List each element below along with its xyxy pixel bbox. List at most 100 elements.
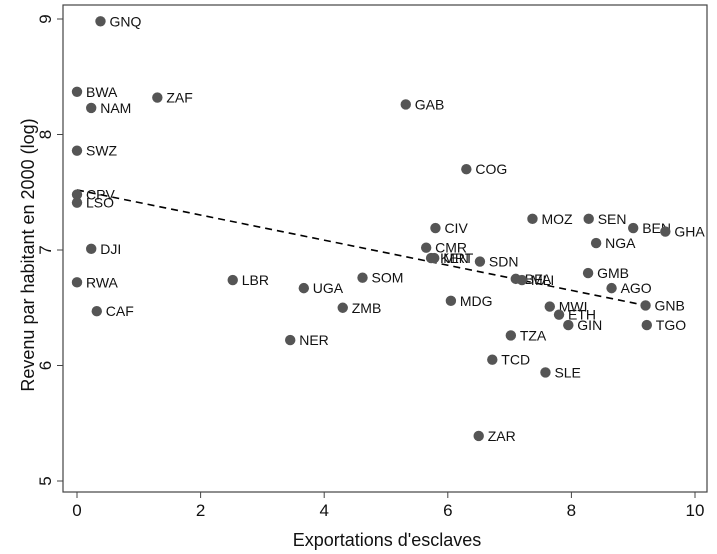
data-point-label: GIN bbox=[577, 317, 602, 333]
data-point bbox=[544, 301, 555, 312]
data-point bbox=[527, 213, 538, 225]
data-point-label: ETH bbox=[568, 307, 596, 323]
data-point bbox=[505, 330, 517, 341]
data-point-label: MWI bbox=[559, 299, 588, 315]
x-tick-label: 6 bbox=[443, 501, 452, 520]
data-point-label: GNB bbox=[655, 297, 685, 313]
x-tick-label: 0 bbox=[72, 501, 81, 520]
data-point bbox=[71, 189, 83, 200]
data-point bbox=[641, 319, 652, 331]
data-point-label: MOZ bbox=[541, 211, 573, 227]
x-tick-label: 4 bbox=[319, 501, 328, 520]
data-point-label: GNQ bbox=[109, 13, 141, 29]
data-point-label: LBR bbox=[242, 272, 269, 288]
data-point bbox=[357, 272, 368, 283]
plot-frame bbox=[62, 4, 708, 493]
data-point-label: SWZ bbox=[86, 143, 118, 159]
y-axis: 5 6 7 8 9 bbox=[36, 14, 63, 486]
data-point bbox=[429, 252, 440, 264]
data-point bbox=[285, 334, 296, 346]
y-tick-label: 5 bbox=[36, 476, 55, 485]
data-point bbox=[95, 16, 106, 27]
data-point bbox=[606, 282, 617, 294]
data-point-label: ZAF bbox=[166, 90, 192, 106]
data-point-label: TCD bbox=[501, 352, 530, 368]
data-point-label: MDG bbox=[460, 293, 493, 309]
data-point bbox=[298, 282, 310, 294]
data-point-label: SEN bbox=[598, 211, 627, 227]
data-point bbox=[628, 222, 639, 234]
data-point bbox=[640, 300, 651, 311]
data-point bbox=[553, 309, 565, 320]
data-point bbox=[86, 243, 97, 255]
data-point-label: NAM bbox=[100, 100, 131, 116]
data-point-label: LSO bbox=[86, 195, 114, 211]
data-point-label: GHA bbox=[674, 224, 705, 240]
y-tick-label: 8 bbox=[36, 130, 55, 139]
data-point bbox=[71, 197, 83, 208]
data-point-label: NGA bbox=[605, 235, 636, 251]
data-point-label: MLI bbox=[531, 272, 554, 288]
data-point bbox=[71, 277, 83, 288]
fit-line bbox=[76, 189, 646, 307]
data-point-label: CAF bbox=[106, 303, 134, 319]
data-point-label: MRT bbox=[443, 250, 474, 266]
data-point-label: CPV bbox=[86, 187, 115, 203]
fit-line-layer bbox=[76, 189, 646, 307]
data-point-label: SDN bbox=[489, 254, 519, 270]
data-point bbox=[563, 319, 574, 331]
data-point bbox=[420, 242, 432, 253]
data-point bbox=[400, 99, 411, 110]
x-axis-title: Exportations d'esclaves bbox=[293, 530, 482, 550]
data-point bbox=[474, 256, 486, 267]
data-point-label: SOM bbox=[372, 270, 404, 286]
data-point-label: BWA bbox=[86, 84, 118, 100]
data-point-label: TZA bbox=[520, 327, 547, 343]
x-tick-label: 10 bbox=[686, 501, 705, 520]
data-point bbox=[71, 86, 83, 97]
data-point-label: AGO bbox=[621, 280, 652, 296]
data-point bbox=[660, 226, 671, 237]
data-point bbox=[337, 302, 348, 313]
data-point-label: COG bbox=[475, 161, 507, 177]
data-point-label: RWA bbox=[86, 274, 119, 290]
data-point-label: DJI bbox=[100, 241, 121, 257]
y-tick-label: 9 bbox=[36, 14, 55, 23]
data-point-label: ZMB bbox=[352, 300, 382, 316]
data-point bbox=[582, 267, 594, 279]
y-tick-label: 7 bbox=[36, 245, 55, 254]
data-point-label: NER bbox=[299, 332, 329, 348]
data-point bbox=[71, 145, 83, 156]
data-point-label: GAB bbox=[415, 96, 445, 112]
data-point bbox=[86, 102, 97, 114]
x-tick-label: 2 bbox=[196, 501, 205, 520]
data-point bbox=[227, 274, 238, 286]
plot-border bbox=[62, 4, 708, 493]
data-point bbox=[461, 163, 472, 175]
y-tick-label: 6 bbox=[36, 361, 55, 370]
data-point-label: CIV bbox=[444, 220, 468, 236]
x-axis: 0 2 4 6 8 10 bbox=[72, 492, 704, 520]
data-point bbox=[487, 354, 498, 365]
y-axis-title: Revenu par habitant en 2000 (log) bbox=[18, 118, 38, 391]
data-point-label: GMB bbox=[597, 265, 629, 281]
data-point bbox=[473, 430, 484, 442]
data-point bbox=[540, 367, 551, 378]
data-point-label: KEN bbox=[440, 250, 469, 266]
data-point-label: SLE bbox=[554, 364, 580, 380]
x-tick-label: 8 bbox=[567, 501, 576, 520]
data-point bbox=[152, 92, 163, 103]
data-point bbox=[516, 274, 528, 286]
data-point bbox=[445, 295, 457, 307]
data-point-label: TGO bbox=[656, 317, 686, 333]
data-point-label: CMR bbox=[435, 240, 467, 256]
data-point-label: UGA bbox=[313, 280, 344, 296]
data-point bbox=[590, 237, 602, 249]
data-point-label: ZAR bbox=[488, 428, 516, 444]
data-point-label: BFA bbox=[525, 271, 552, 287]
data-point bbox=[430, 222, 441, 234]
data-point bbox=[91, 306, 102, 317]
data-point bbox=[583, 213, 594, 225]
